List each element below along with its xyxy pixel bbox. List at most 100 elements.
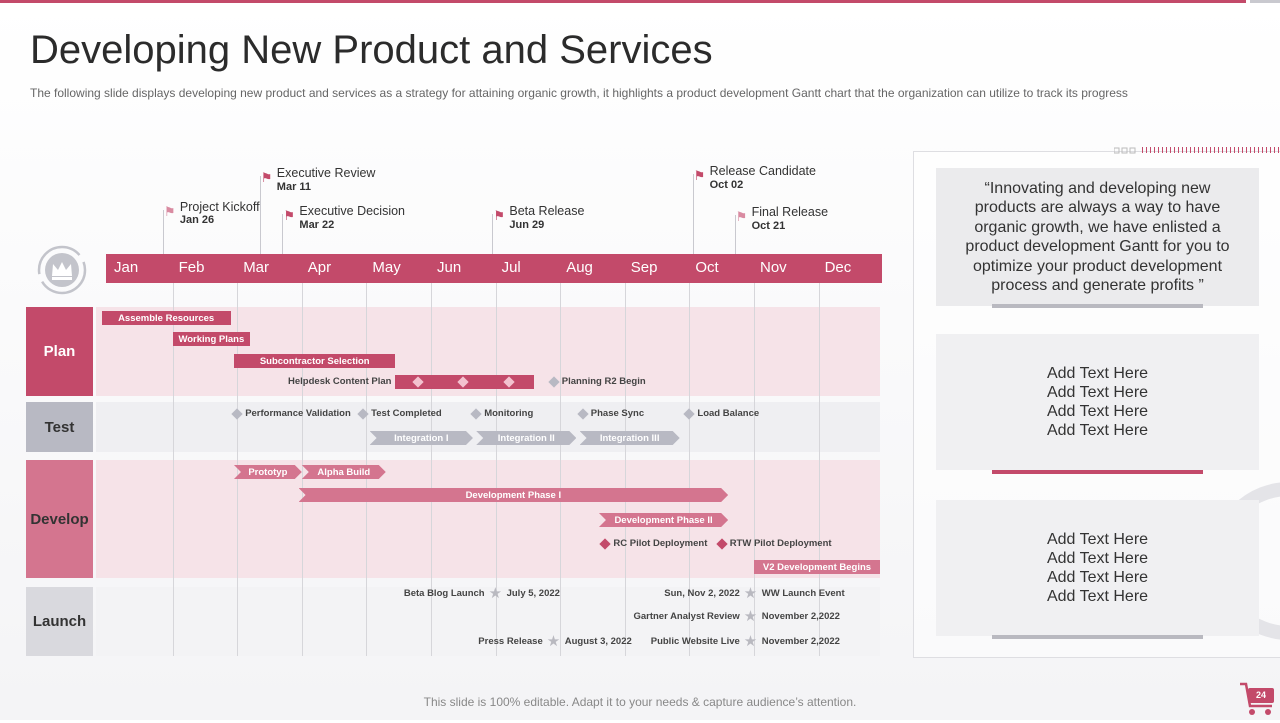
- task-label: Test Completed: [371, 408, 442, 419]
- milestone-date: Jan 26: [179, 214, 215, 226]
- task-date: November 2,2022: [761, 611, 840, 622]
- crown-icon: [36, 244, 88, 296]
- grid-line: [301, 283, 303, 656]
- row-label-test: Test: [26, 402, 93, 452]
- grid-line: [172, 283, 174, 656]
- task-bar: Working Plans: [172, 332, 251, 346]
- grid-line: [495, 283, 497, 656]
- task-bar: Integration II: [476, 431, 576, 445]
- task-label: Monitoring: [484, 408, 534, 419]
- top-accent-line-grey: [1250, 0, 1280, 3]
- footer-note: This slide is 100% editable. Adapt it to…: [423, 695, 857, 709]
- task-date: WW Launch Event: [761, 588, 845, 599]
- text-box-1-line: Add Text Here: [1046, 422, 1149, 439]
- text-box-2: Add Text Here Add Text Here Add Text Her…: [936, 500, 1259, 636]
- flag-icon: ⚑: [260, 170, 273, 185]
- text-box-1-line: Add Text Here: [1046, 365, 1149, 382]
- task-bar: Alpha Build: [302, 465, 386, 479]
- grid-line: [431, 283, 432, 656]
- task-bar: Integration I: [370, 431, 473, 445]
- month-label: Oct: [695, 259, 719, 276]
- month-label: Apr: [307, 259, 332, 276]
- quote-text: “Innovating and developing new products …: [965, 179, 1230, 295]
- milestone-date: Mar 11: [276, 181, 312, 193]
- milestone-name: Project Kickoff: [179, 200, 260, 214]
- milestone-pole: [259, 176, 261, 254]
- milestone-pole: [734, 215, 736, 254]
- milestone-name: Release Candidate: [709, 164, 816, 178]
- star-icon: ★: [546, 633, 561, 650]
- task-date: November 2,2022: [761, 636, 840, 647]
- month-label: Sep: [630, 259, 658, 276]
- task-label: Public Website Live: [650, 636, 740, 647]
- milestone-name: Beta Release: [509, 204, 585, 218]
- row-label-launch: Launch: [26, 587, 93, 656]
- grid-line: [689, 283, 691, 656]
- task-label: Performance Validation: [245, 408, 351, 419]
- task-date: August 3, 2022: [564, 636, 632, 647]
- grid-line: [560, 283, 562, 656]
- month-label: Feb: [178, 259, 205, 276]
- quote-box: “Innovating and developing new products …: [936, 168, 1259, 306]
- task-bar: Assemble Resources: [101, 311, 231, 325]
- text-box-1-underline: [992, 470, 1203, 474]
- slide-subtitle: The following slide displays developing …: [30, 86, 1128, 100]
- flag-icon: ⚑: [493, 208, 506, 223]
- task-label: Load Balance: [697, 408, 760, 419]
- task-date: July 5, 2022: [506, 588, 560, 599]
- task-bar: Subcontractor Selection: [233, 354, 396, 368]
- milestone-date: Jun 29: [509, 219, 545, 231]
- row-label-develop: Develop: [26, 460, 93, 578]
- milestone-name: Final Release: [751, 205, 829, 219]
- star-icon: ★: [743, 633, 758, 650]
- milestone-name: Executive Review: [276, 166, 376, 180]
- milestone-date: Oct 21: [751, 220, 786, 232]
- task-bar: Integration III: [580, 431, 680, 445]
- task-label: RC Pilot Deployment: [613, 538, 708, 549]
- month-label: Mar: [243, 259, 270, 276]
- month-label: Nov: [760, 259, 787, 276]
- top-accent-line: [0, 0, 1246, 3]
- task-bar: V2 Development Begins: [754, 560, 880, 574]
- milestone-name: Executive Decision: [299, 204, 406, 218]
- month-label: Jun: [437, 259, 462, 276]
- task-label: Planning R2 Begin: [561, 376, 646, 387]
- grid-line: [818, 283, 820, 656]
- month-label: May: [372, 259, 401, 276]
- flag-icon: ⚑: [693, 168, 706, 183]
- milestone-pole: [692, 174, 694, 254]
- text-box-2-line: Add Text Here: [1046, 550, 1149, 567]
- milestone-pole: [282, 214, 284, 254]
- flag-icon: ⚑: [283, 208, 296, 223]
- task-label: Beta Blog Launch: [403, 588, 485, 599]
- grid-line: [754, 283, 755, 656]
- task-bar: Development Phase I: [299, 488, 729, 502]
- task-label: Press Release: [478, 636, 543, 647]
- task-label: Gartner Analyst Review: [633, 611, 740, 622]
- flag-icon: ⚑: [735, 209, 748, 224]
- task-bar: Prototyp: [234, 465, 302, 479]
- slide-title: Developing New Product and Services: [30, 28, 713, 72]
- text-box-2-line: Add Text Here: [1046, 569, 1149, 586]
- quote-underline: [992, 304, 1203, 308]
- text-box-1: Add Text Here Add Text Here Add Text Her…: [936, 334, 1259, 470]
- row-band-develop: [96, 460, 880, 578]
- month-label: Jan: [114, 259, 139, 276]
- text-box-1-line: Add Text Here: [1046, 384, 1149, 401]
- text-box-2-line: Add Text Here: [1046, 531, 1149, 548]
- task-label: Helpdesk Content Plan: [288, 376, 392, 387]
- milestone-pole: [492, 214, 494, 254]
- task-bar: Development Phase II: [599, 513, 728, 527]
- task-label: RTW Pilot Deployment: [729, 538, 832, 549]
- month-label: Dec: [824, 259, 852, 276]
- milestone-date: Mar 22: [299, 219, 335, 231]
- page-number: 24: [1255, 690, 1266, 700]
- cart-icon: 24: [1238, 680, 1278, 718]
- text-box-1-line: Add Text Here: [1046, 403, 1149, 420]
- flag-icon: ⚑: [163, 204, 176, 219]
- row-band-launch: [96, 587, 880, 656]
- task-label: Sun, Nov 2, 2022: [664, 588, 740, 599]
- month-label: Aug: [566, 259, 593, 276]
- month-header-bar: [106, 254, 882, 283]
- text-box-2-line: Add Text Here: [1046, 588, 1149, 605]
